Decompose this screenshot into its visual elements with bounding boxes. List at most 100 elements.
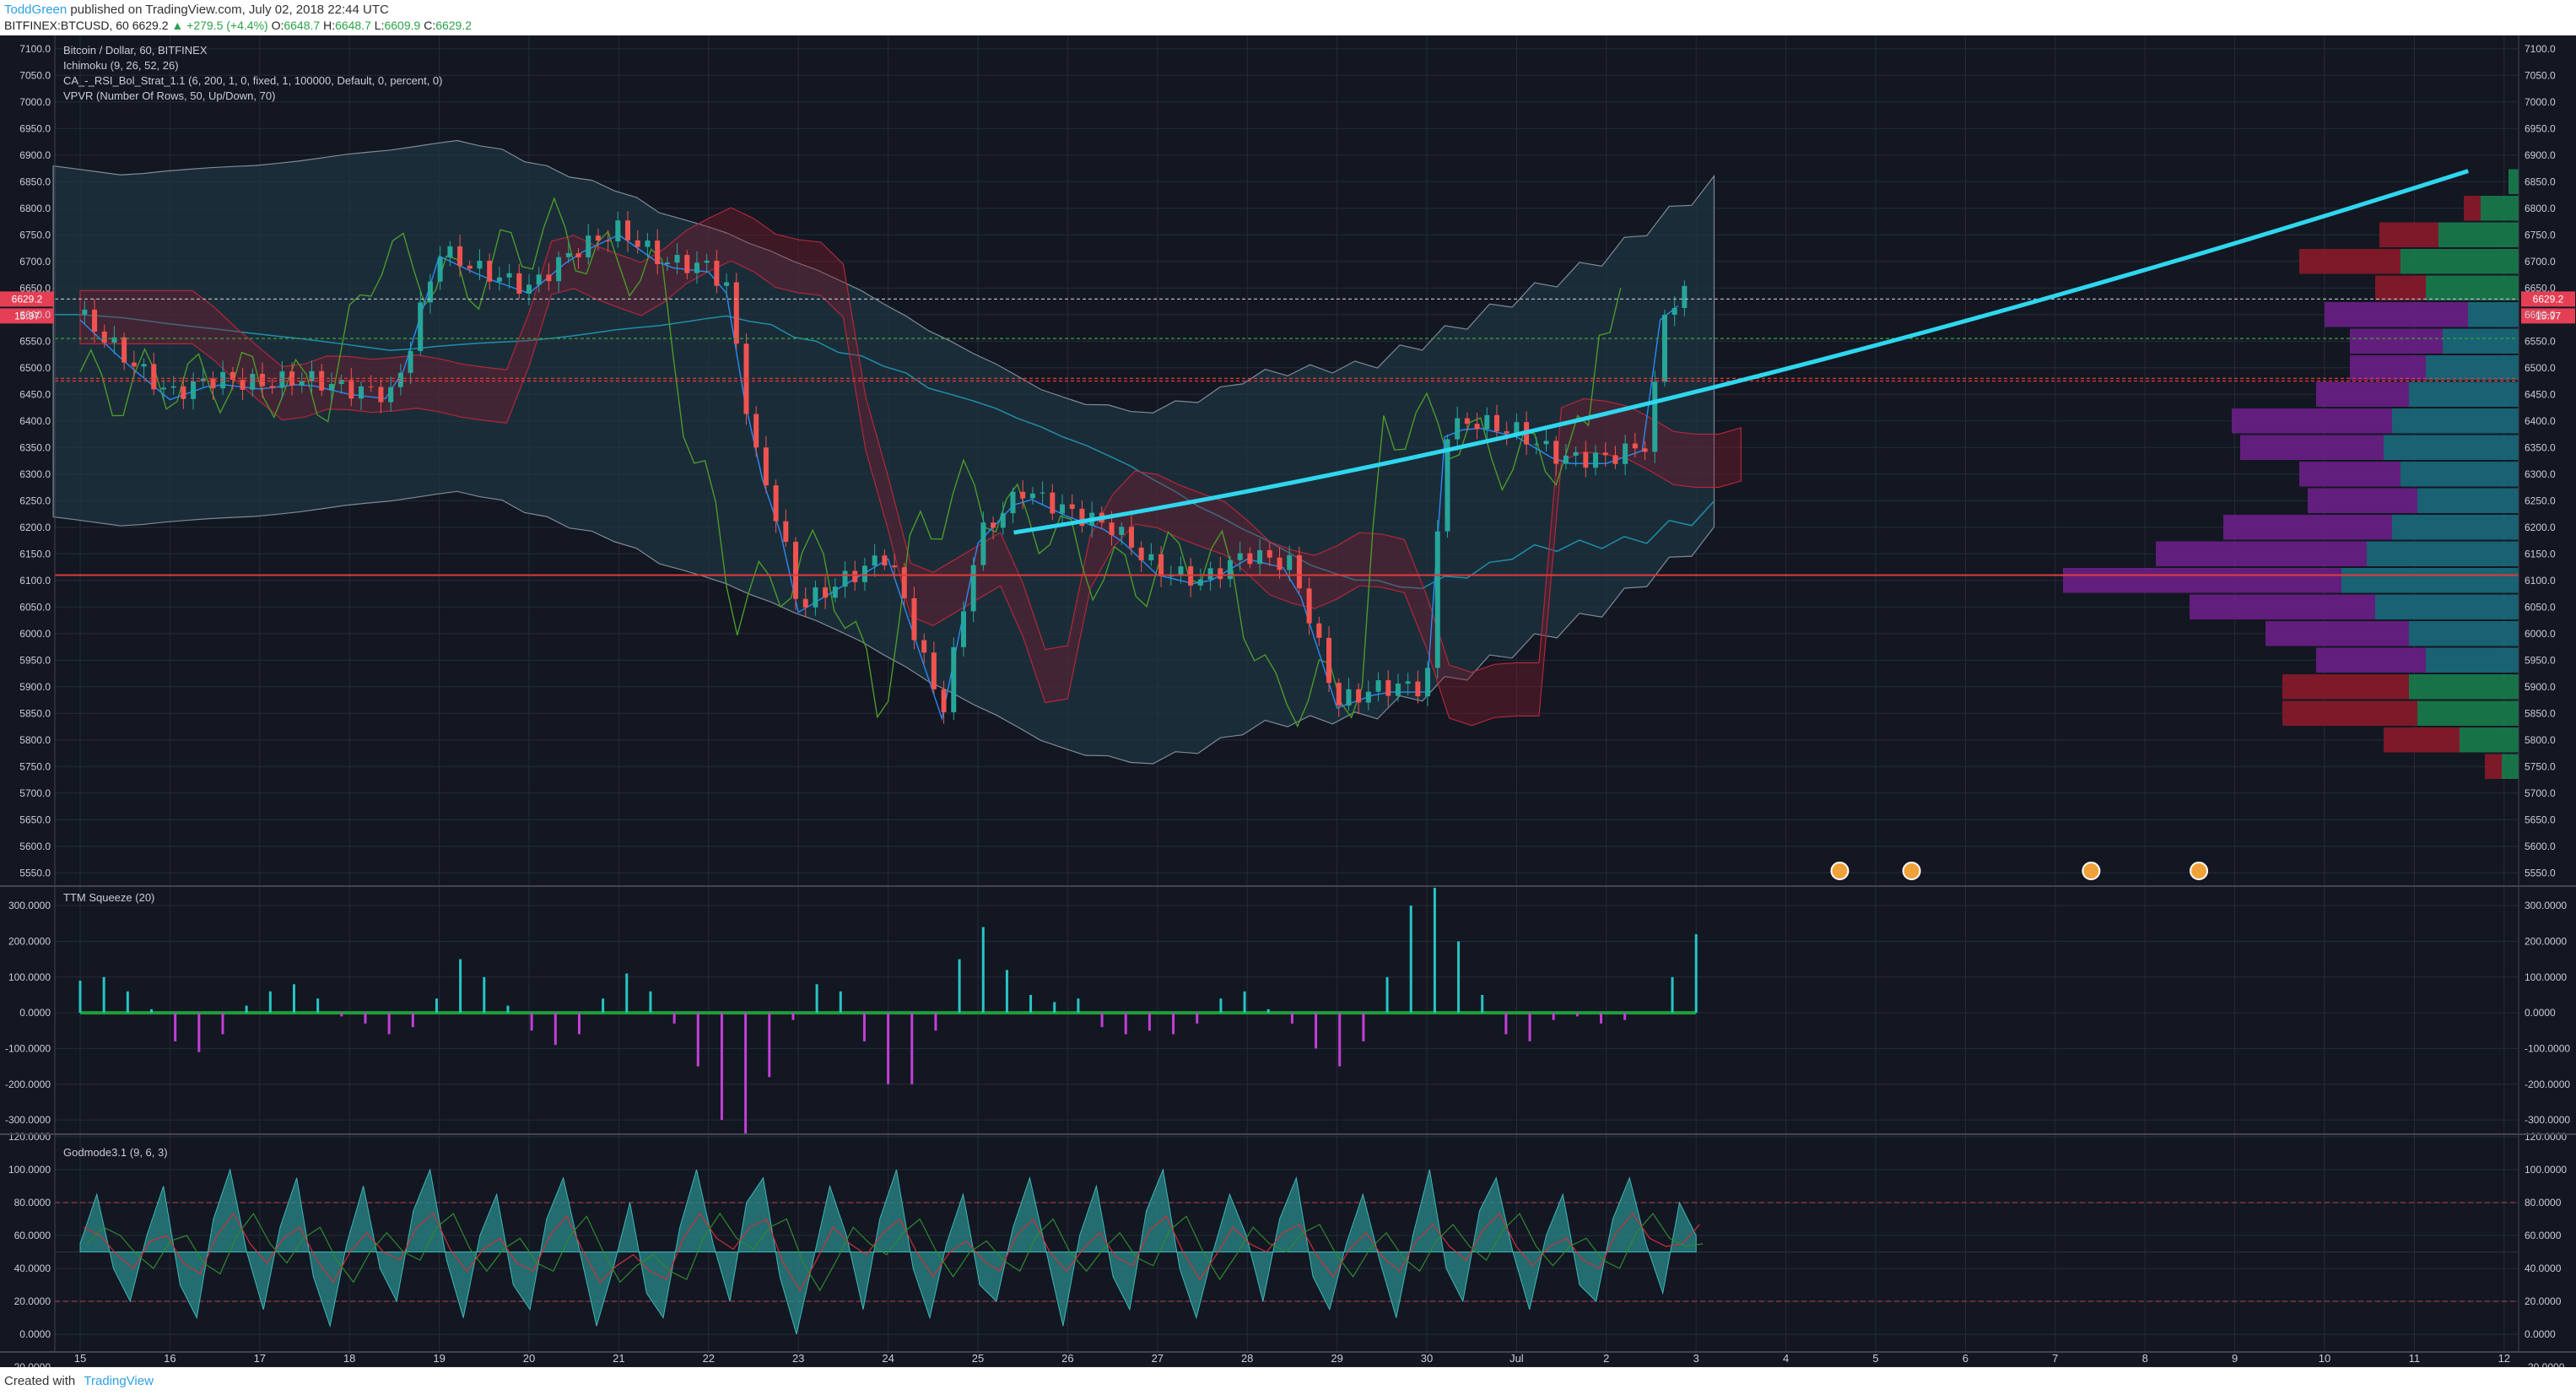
countdown-box-left (0, 308, 54, 324)
god-tick-right: 0.0000 (2525, 1328, 2556, 1340)
candle-body (506, 273, 512, 278)
legend-vpvr: VPVR (Number Of Rows, 50, Up/Down, 70) (63, 89, 275, 102)
vp-up-bar (2409, 674, 2519, 700)
candle-body (131, 362, 137, 367)
candle-body (160, 387, 166, 390)
candle-body (1474, 424, 1480, 430)
candle-body (101, 331, 107, 343)
candle-body (783, 521, 789, 543)
x-tick-label: 29 (1331, 1352, 1342, 1365)
y-tick-label-left: 6550.0 (19, 335, 51, 347)
y-tick-label-right: 6450.0 (2525, 388, 2556, 400)
y-tick-label-right: 6000.0 (2525, 628, 2556, 640)
x-tick-label: 24 (882, 1352, 894, 1365)
open-value: 6648.7 (284, 19, 321, 32)
candle-body (694, 262, 699, 273)
footer: Created with TradingView (4, 1374, 154, 1388)
candle-body (1050, 492, 1056, 514)
candle-body (674, 255, 680, 263)
x-tick-label: 7 (2052, 1352, 2058, 1365)
y-tick-label-left: 6200.0 (19, 522, 51, 533)
x-tick-label: 5 (1872, 1352, 1878, 1365)
y-tick-label-right: 5550.0 (2525, 867, 2556, 879)
candle-body (1632, 443, 1638, 449)
ttm-tick-right: 0.0000 (2525, 1007, 2556, 1019)
vp-up-bar (2438, 222, 2519, 247)
x-tick-label: 17 (254, 1352, 266, 1365)
y-tick-label-right: 6600.0 (2525, 309, 2556, 321)
y-tick-label-right: 6700.0 (2525, 256, 2556, 268)
candle-body (960, 611, 966, 647)
candle-body (1375, 680, 1381, 692)
candle-body (1543, 441, 1549, 445)
tradingview-link[interactable]: TradingView (84, 1374, 154, 1388)
vp-down-bar (2282, 674, 2409, 700)
ttm-tick-right: 200.0000 (2525, 935, 2567, 947)
candle-body (487, 260, 493, 282)
candle-body (724, 282, 730, 286)
y-tick-label-left: 5800.0 (19, 734, 51, 746)
god-signal-green (86, 1212, 1704, 1292)
event-marker (1830, 862, 1850, 880)
x-tick-label: 12 (2498, 1352, 2510, 1365)
event-marker (2082, 862, 2101, 880)
x-tick-label: 2 (1603, 1352, 1609, 1365)
god-tick-left: 20.0000 (14, 1295, 51, 1307)
last-price: 6629.2 (132, 19, 169, 32)
vp-up-bar (2367, 541, 2519, 566)
candle-body (991, 522, 996, 528)
x-tick-label: 19 (433, 1352, 445, 1365)
y-tick-label-right: 6950.0 (2525, 122, 2556, 134)
candle-body (1661, 314, 1667, 382)
candle-body (348, 380, 354, 399)
y-tick-label-right: 6800.0 (2525, 203, 2556, 214)
close-value: 6629.2 (435, 19, 473, 32)
candle-body (733, 282, 739, 344)
x-tick-label: 23 (792, 1352, 804, 1365)
candle-body (1326, 637, 1332, 684)
candle-body (1296, 554, 1302, 589)
legend-rsi-bol: CA_-_RSI_Bol_Strat_1.1 (6, 200, 1, 0, fi… (63, 74, 443, 87)
candle-body (1237, 553, 1243, 560)
vp-down-bar (2282, 700, 2417, 726)
ttm-tick-left: -100.0000 (5, 1042, 51, 1054)
vp-up-bar (2426, 647, 2519, 673)
legend-ichimoku: Ichimoku (9, 26, 52, 26) (63, 59, 179, 72)
ttm-panel[interactable] (78, 888, 1698, 1134)
price-panel[interactable]: 6629.2 15:97 6629.2 15:97 (0, 139, 2575, 880)
vp-up-bar (2460, 727, 2519, 753)
author-link[interactable]: ToddGreen (4, 3, 68, 17)
god-tick-right: -20.0000 (2525, 1361, 2565, 1367)
x-tick-label: 3 (1693, 1352, 1699, 1365)
candle-body (111, 337, 117, 343)
god-signal-red (83, 1212, 1700, 1292)
candle-body (1158, 554, 1164, 576)
candle-body (1060, 504, 1066, 514)
y-tick-label-right: 6250.0 (2525, 495, 2556, 506)
open-label: O: (271, 19, 284, 32)
god-tick-left: 40.0000 (14, 1263, 51, 1274)
y-tick-label-left: 6350.0 (19, 441, 51, 453)
y-tick-label-right: 5650.0 (2525, 814, 2556, 825)
vp-up-bar (2341, 568, 2519, 593)
vp-down-bar (2232, 408, 2392, 434)
candle-body (704, 260, 710, 263)
x-tick-label: 9 (2232, 1352, 2238, 1365)
x-tick-label: 6 (1963, 1352, 1968, 1365)
y-tick-label-right: 6900.0 (2525, 149, 2556, 161)
candle-body (1642, 448, 1648, 452)
god-tick-left: 0.0000 (19, 1328, 51, 1340)
y-tick-label-right: 5750.0 (2525, 760, 2556, 772)
candle-body (220, 371, 226, 389)
candle-body (1493, 414, 1499, 432)
candle-body (1434, 531, 1440, 668)
godmode-panel[interactable] (55, 1168, 2519, 1335)
ttm-tick-right: -200.0000 (2525, 1079, 2570, 1090)
vp-up-bar (2400, 249, 2519, 274)
vp-up-bar (2409, 381, 2519, 407)
created-with: Created with (4, 1374, 76, 1388)
high-label: H: (323, 19, 336, 32)
vp-up-bar (2384, 435, 2519, 460)
candle-body (1316, 623, 1322, 638)
